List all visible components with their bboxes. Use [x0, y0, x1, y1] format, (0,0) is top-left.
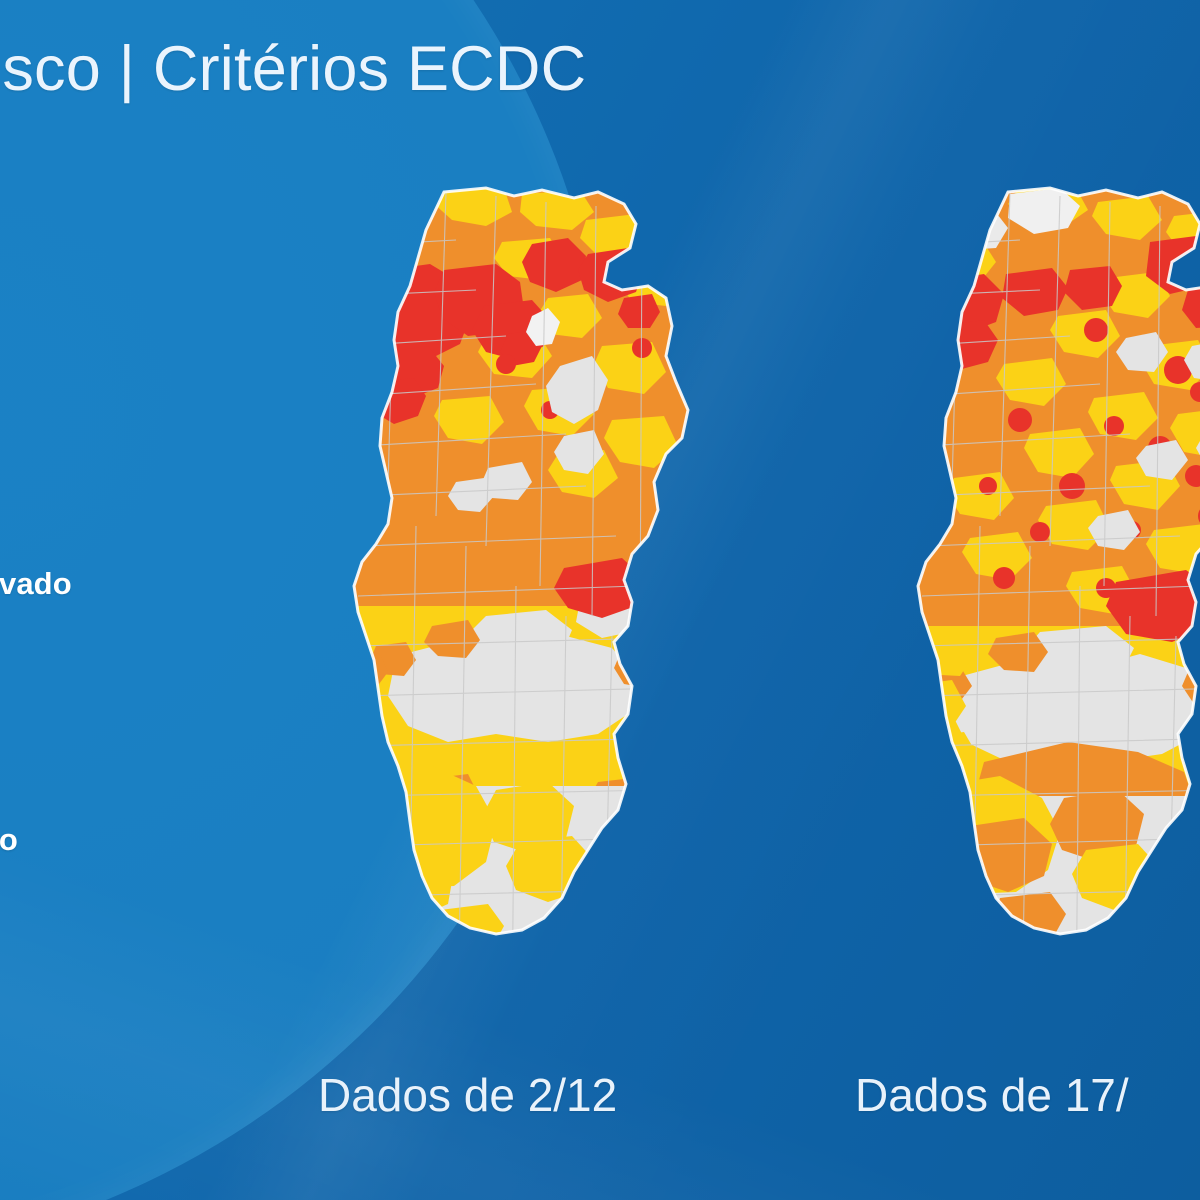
concelho-borders: [354, 191, 667, 934]
legend-item-extremo: emo: [0, 392, 232, 520]
map-caption-right: Dados de 17/: [855, 1069, 1129, 1121]
legend-item-elevado: ado: [0, 648, 232, 776]
map-portugal-2-12: [336, 186, 736, 1036]
risk-legend: emo to Elevado ado derado: [0, 392, 232, 904]
map-coastline-left: [352, 186, 690, 936]
slide-title: e risco | Critérios ECDC: [0, 34, 587, 104]
legend-label-moderado: derado: [0, 822, 18, 857]
legend-item-moderado: derado: [0, 776, 232, 904]
legend-label-muito-elevado: to Elevado: [0, 566, 72, 601]
map-caption-left: Dados de 2/12: [318, 1069, 618, 1121]
map-regions-left: [354, 188, 688, 934]
map-coastline-right: [916, 186, 1200, 936]
legend-item-muito-elevado: to Elevado: [0, 520, 232, 648]
map-regions-right: [918, 188, 1200, 934]
map-portugal-17-12: [900, 186, 1200, 1036]
map-svg-left: [352, 186, 690, 936]
map-svg-right: [916, 186, 1200, 936]
